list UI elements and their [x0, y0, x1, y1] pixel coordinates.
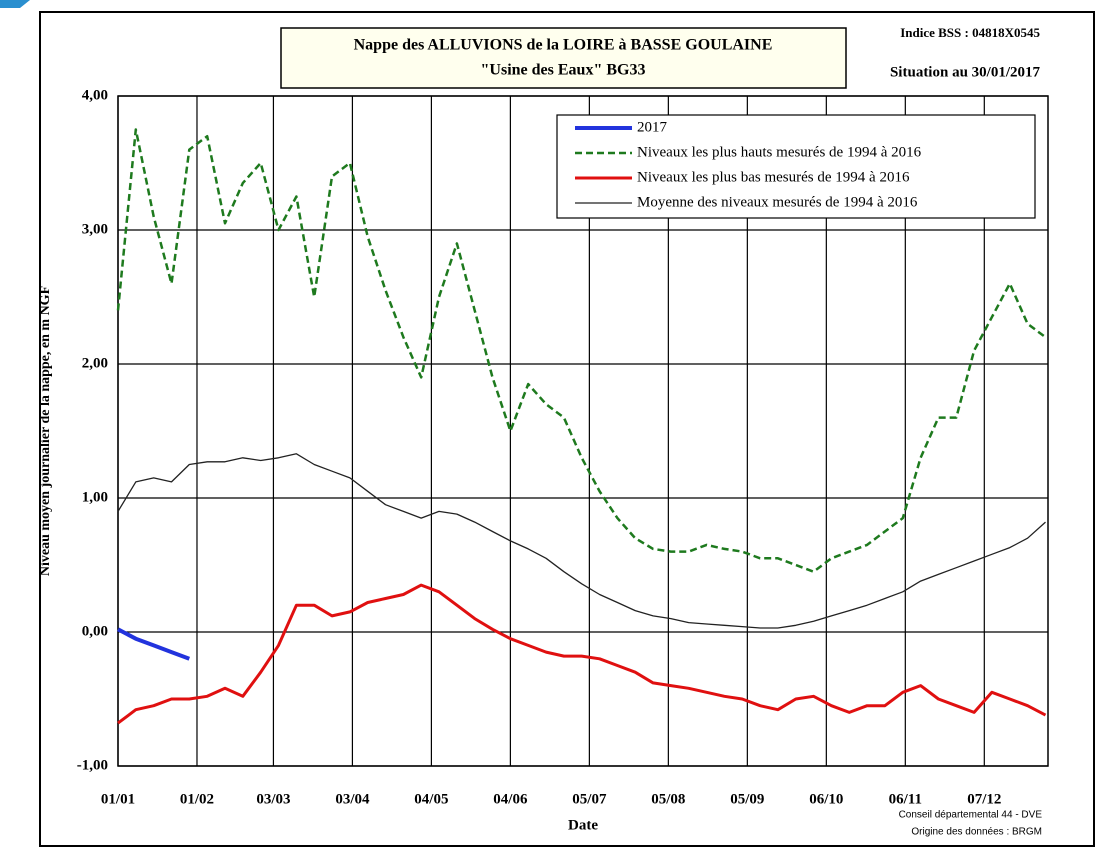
- x-tick-label: 05/09: [730, 791, 764, 807]
- credit: Origine des données : BRGM: [911, 827, 1042, 838]
- y-tick-label: 3,00: [82, 221, 108, 237]
- y-tick-label: 2,00: [82, 355, 108, 371]
- x-tick-label: 04/05: [414, 791, 448, 807]
- chart-subtitle: "Usine des Eaux" BG33: [481, 62, 646, 79]
- situation: Situation au 30/01/2017: [890, 64, 1041, 80]
- x-tick-label: 06/11: [889, 791, 922, 807]
- x-tick-label: 04/06: [493, 791, 528, 807]
- y-axis-label: Niveau moyen journalier de la nappe, en …: [38, 286, 53, 576]
- index-label: Indice BSS : 04818X0545: [900, 25, 1040, 40]
- x-tick-label: 07/12: [967, 791, 1001, 807]
- y-tick-label: 1,00: [82, 489, 108, 505]
- x-axis-label: Date: [568, 817, 598, 833]
- x-tick-label: 01/02: [180, 791, 214, 807]
- x-tick-label: 01/01: [101, 791, 135, 807]
- x-tick-label: 05/08: [651, 791, 685, 807]
- x-tick-label: 06/10: [809, 791, 843, 807]
- legend-label: Niveaux les plus bas mesurés de 1994 à 2…: [637, 169, 910, 185]
- y-tick-label: -1,00: [77, 757, 108, 773]
- plot-border: [117, 95, 1049, 767]
- series-line: [117, 453, 1046, 629]
- legend-label: 2017: [637, 119, 668, 135]
- legend-label: Moyenne des niveaux mesurés de 1994 à 20…: [637, 194, 918, 210]
- logo: [0, 0, 30, 8]
- y-tick-label: 0,00: [82, 623, 108, 639]
- y-tick-label: 4,00: [82, 87, 108, 103]
- credit: Conseil départemental 44 - DVE: [899, 810, 1043, 821]
- title-box: [280, 27, 847, 89]
- series-line: [117, 583, 1047, 725]
- legend-box: [556, 114, 1036, 219]
- series-line: [117, 627, 191, 661]
- legend-label: Niveaux les plus hauts mesurés de 1994 à…: [637, 144, 922, 160]
- chart-title: Nappe des ALLUVIONS de la LOIRE à BASSE …: [354, 37, 773, 54]
- x-tick-label: 05/07: [572, 791, 607, 807]
- x-tick-label: 03/03: [256, 791, 290, 807]
- x-tick-label: 03/04: [335, 791, 370, 807]
